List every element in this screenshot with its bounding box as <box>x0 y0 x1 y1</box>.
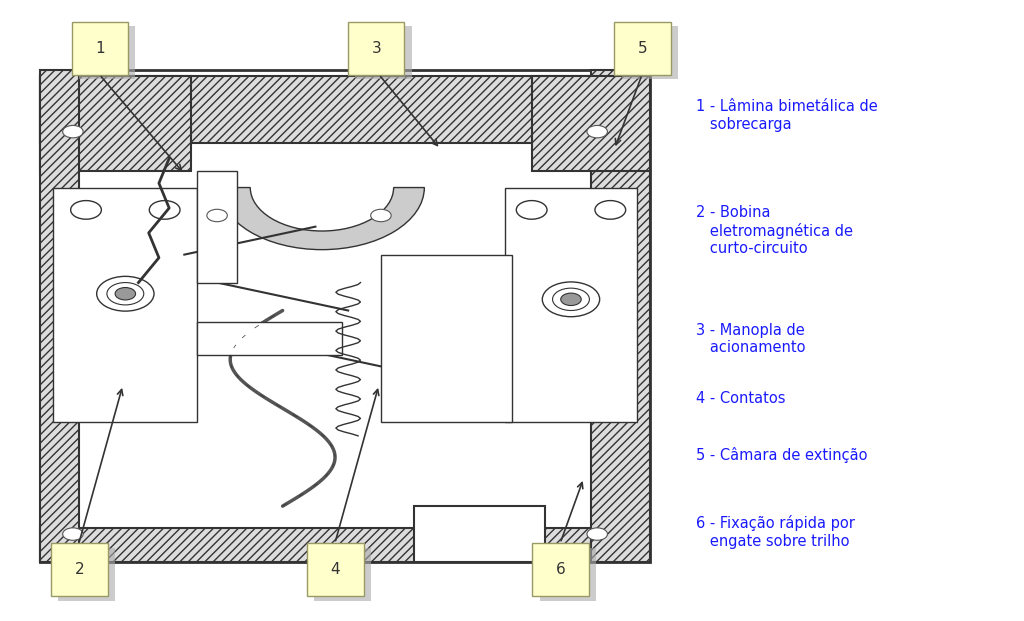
Text: 2: 2 <box>75 562 84 578</box>
Circle shape <box>561 293 582 306</box>
FancyBboxPatch shape <box>348 22 404 75</box>
Bar <box>381 255 512 422</box>
Circle shape <box>207 209 227 222</box>
FancyBboxPatch shape <box>307 543 364 596</box>
Circle shape <box>587 125 607 138</box>
Circle shape <box>543 282 600 317</box>
FancyBboxPatch shape <box>355 26 412 79</box>
Wedge shape <box>219 188 424 250</box>
Circle shape <box>62 125 83 138</box>
Bar <box>591 70 649 562</box>
Bar <box>198 322 342 355</box>
Circle shape <box>150 201 180 219</box>
Text: 6: 6 <box>556 562 565 578</box>
FancyBboxPatch shape <box>314 548 371 601</box>
Bar <box>40 70 649 562</box>
FancyBboxPatch shape <box>622 26 678 79</box>
FancyBboxPatch shape <box>51 543 108 596</box>
Bar <box>40 70 80 562</box>
Text: 3 - Manopla de
   acionamento: 3 - Manopla de acionamento <box>696 323 806 355</box>
Text: 5 - Câmara de extinção: 5 - Câmara de extinção <box>696 447 867 463</box>
Circle shape <box>62 528 83 540</box>
Bar <box>40 76 190 171</box>
FancyBboxPatch shape <box>532 543 589 596</box>
FancyBboxPatch shape <box>614 22 671 75</box>
Text: 6 - Fixação rápida por
   engate sobre trilho: 6 - Fixação rápida por engate sobre tril… <box>696 515 855 549</box>
Text: 4: 4 <box>331 562 340 578</box>
Text: 2 - Bobina
   eletromagnética de
   curto-circuito: 2 - Bobina eletromagnética de curto-circ… <box>696 205 853 256</box>
Bar <box>53 188 198 422</box>
Text: 5: 5 <box>638 40 647 56</box>
Circle shape <box>595 201 626 219</box>
Text: 3: 3 <box>372 40 381 56</box>
Circle shape <box>115 288 135 300</box>
Circle shape <box>96 276 154 311</box>
Bar <box>40 528 649 562</box>
Circle shape <box>106 283 143 305</box>
Bar <box>40 76 649 143</box>
FancyBboxPatch shape <box>72 22 128 75</box>
Text: 4 - Contatos: 4 - Contatos <box>696 391 785 406</box>
Bar <box>198 171 237 283</box>
Circle shape <box>371 209 391 222</box>
Circle shape <box>553 288 590 310</box>
Bar <box>414 506 545 562</box>
Text: 1 - Lâmina bimetálica de
   sobrecarga: 1 - Lâmina bimetálica de sobrecarga <box>696 99 878 132</box>
Text: 1: 1 <box>95 40 104 56</box>
FancyBboxPatch shape <box>58 548 115 601</box>
FancyBboxPatch shape <box>540 548 596 601</box>
Bar <box>506 188 637 422</box>
FancyBboxPatch shape <box>79 26 135 79</box>
Circle shape <box>516 201 547 219</box>
Circle shape <box>71 201 101 219</box>
Circle shape <box>587 528 607 540</box>
Bar <box>531 76 649 171</box>
